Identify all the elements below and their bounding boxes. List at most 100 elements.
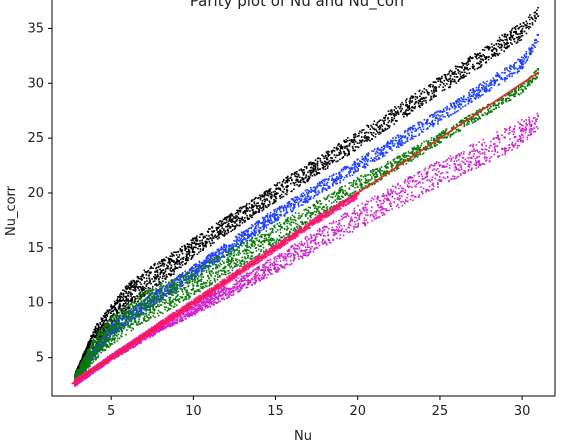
scatter-point (190, 246, 193, 249)
scatter-point (105, 317, 107, 319)
scatter-point (214, 253, 216, 256)
scatter-point (290, 182, 292, 185)
scatter-point (108, 309, 111, 311)
scatter-point (395, 146, 398, 149)
scatter-point (441, 114, 444, 116)
scatter-point (426, 119, 428, 121)
scatter-point (167, 285, 169, 287)
scatter-point (308, 163, 311, 165)
scatter-point (224, 222, 227, 224)
scatter-point (180, 281, 182, 283)
scatter-point (529, 50, 532, 52)
scatter-point (165, 274, 168, 276)
scatter-point (304, 201, 307, 204)
scatter-point (344, 168, 346, 170)
scatter-point (434, 112, 436, 114)
scatter-point (249, 210, 251, 212)
scatter-point (387, 117, 389, 119)
scatter-point (385, 152, 387, 154)
scatter-point (516, 36, 518, 39)
scatter-point (379, 132, 382, 134)
scatter-point (143, 269, 146, 272)
scatter-point (282, 208, 285, 210)
scatter-point (205, 245, 207, 248)
scatter-point (230, 230, 232, 233)
scatter-point (126, 287, 129, 290)
scatter-point (145, 285, 148, 287)
scatter-point (188, 243, 191, 246)
scatter-point (176, 260, 179, 263)
scatter-point (514, 71, 516, 74)
scatter-point (155, 275, 158, 277)
scatter-point (393, 114, 395, 117)
scatter-point (244, 213, 247, 215)
scatter-point (324, 163, 327, 165)
scatter-point (202, 262, 205, 265)
scatter-point (423, 118, 426, 121)
scatter-point (330, 159, 332, 162)
scatter-point (322, 168, 325, 170)
scatter-point (354, 149, 356, 151)
scatter-point (274, 193, 277, 196)
scatter-point (149, 294, 152, 297)
scatter-point (432, 86, 434, 88)
scatter-point (228, 248, 230, 251)
scatter-point (195, 273, 197, 275)
scatter-point (512, 31, 515, 33)
scatter-point (389, 148, 392, 150)
scatter-point (226, 216, 229, 219)
scatter-point (342, 169, 345, 171)
scatter-point (119, 296, 121, 298)
scatter-point (158, 277, 160, 280)
scatter-point (430, 114, 433, 116)
scatter-point (407, 106, 409, 108)
scatter-point (401, 141, 403, 143)
scatter-point (243, 237, 246, 239)
scatter-point (421, 98, 423, 100)
scatter-point (266, 199, 269, 201)
scatter-point (382, 152, 385, 154)
scatter-point (114, 307, 116, 309)
scatter-point (153, 300, 156, 303)
scatter-point (131, 282, 133, 284)
scatter-point (264, 221, 266, 223)
scatter-point (429, 114, 431, 117)
scatter-point (108, 329, 111, 331)
scatter-point (518, 37, 521, 40)
scatter-point (310, 172, 313, 174)
scatter-point (304, 189, 307, 192)
scatter-point (359, 160, 361, 162)
scatter-point (305, 174, 307, 176)
scatter-point (257, 205, 259, 207)
scatter-point (407, 109, 409, 112)
scatter-point (162, 273, 165, 275)
scatter-point (179, 274, 181, 277)
scatter-point (461, 67, 463, 69)
scatter-point (129, 286, 131, 289)
scatter-point (468, 59, 471, 61)
scatter-point (225, 218, 227, 220)
scatter-point (439, 84, 442, 86)
scatter-point (150, 282, 152, 285)
scatter-point (430, 83, 432, 86)
scatter-point (377, 158, 380, 160)
scatter-point (99, 326, 102, 329)
scatter-point (251, 206, 254, 209)
scatter-point (237, 243, 240, 246)
scatter-point (101, 324, 103, 327)
scatter-point (515, 32, 517, 35)
scatter-point (400, 138, 402, 140)
scatter-point (180, 249, 182, 252)
scatter-point (529, 26, 532, 28)
scatter-point (357, 158, 359, 160)
scatter-point (230, 218, 233, 221)
scatter-point (164, 270, 167, 273)
scatter-point (432, 90, 435, 92)
scatter-point (509, 33, 512, 36)
scatter-point (473, 89, 475, 92)
scatter-point (411, 106, 413, 109)
scatter-point (248, 237, 250, 239)
scatter-point (240, 206, 242, 209)
scatter-point (375, 130, 378, 132)
scatter-point (460, 71, 463, 74)
